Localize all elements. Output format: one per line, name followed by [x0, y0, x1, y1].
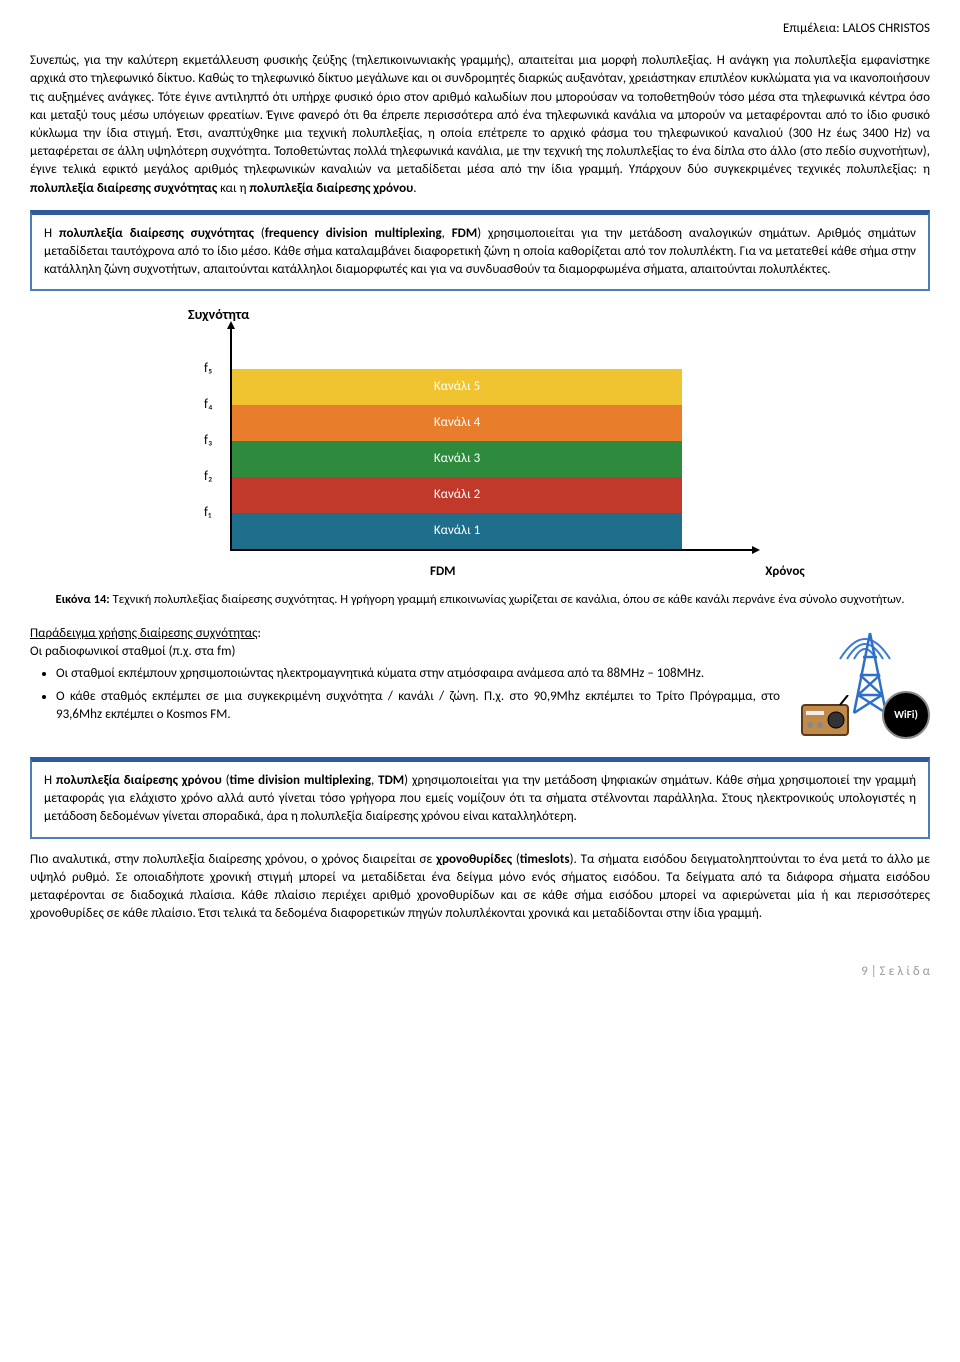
- fdm-paren: (: [254, 226, 265, 241]
- caption-lead: Εικόνα 14:: [55, 592, 112, 607]
- tdm-b3: TDM: [378, 773, 404, 788]
- header-name: LALOS CHRISTOS: [843, 21, 930, 36]
- ts-pre: Πιο αναλυτικά, στην πολυπλεξία διαίρεσης…: [30, 852, 436, 867]
- ts-b2: timeslots: [520, 852, 570, 867]
- term-fdm: πολυπλεξία διαίρεσης συχνότητας: [30, 181, 217, 196]
- wifi-label: WiFi): [894, 707, 918, 722]
- caption-text: Τεχνική πολυπλεξίας διαίρεσης συχνότητας…: [113, 592, 905, 607]
- y-arrow-icon: [227, 321, 235, 329]
- tdm-b2: time division multiplexing: [230, 773, 372, 788]
- header-prefix: Επιμέλεια:: [783, 21, 840, 36]
- fdm-b1: πολυπλεξία διαίρεσης συχνότητας: [59, 226, 254, 241]
- wifi-badge-icon: WiFi): [882, 691, 930, 739]
- paragraph-timeslots: Πιο αναλυτικά, στην πολυπλεξία διαίρεσης…: [30, 851, 930, 924]
- tdm-b1: πολυπλεξία διαίρεσης χρόνου: [56, 773, 222, 788]
- tdm-paren: (: [222, 773, 230, 788]
- page-footer: 9 | Σ ε λ ί δ α: [30, 963, 930, 981]
- example-bullets: Οι σταθμοί εκπέμπουν χρησιμοποιώντας ηλε…: [30, 665, 780, 724]
- chart-bands: Κανάλι 5Κανάλι 4Κανάλι 3Κανάλι 2Κανάλι 1: [232, 369, 682, 549]
- paragraph-intro: Συνεπώς, για την καλύτερη εκμετάλλευση φ…: [30, 52, 930, 198]
- chart-band: Κανάλι 3: [232, 441, 682, 477]
- ts-mid1: (: [512, 852, 520, 867]
- para1-text: Συνεπώς, για την καλύτερη εκμετάλλευση φ…: [30, 53, 930, 177]
- chart-ylabel: Συχνότητα: [188, 305, 249, 325]
- chart-plot-area: Κανάλι 5Κανάλι 4Κανάλι 3Κανάλι 2Κανάλι 1: [230, 329, 752, 551]
- fdm-pre: Η: [44, 226, 59, 241]
- example-title-text: Παράδειγμα χρήσης διαίρεσης συχνότητας: [30, 626, 257, 641]
- chart-xlabel-fdm: FDM: [430, 563, 456, 581]
- example-row: Παράδειγμα χρήσης διαίρεσης συχνότητας: …: [30, 625, 930, 745]
- chart-band: Κανάλι 5: [232, 369, 682, 405]
- chart-ytick: f₅: [204, 360, 212, 378]
- list-item: Ο κάθε σταθμός εκπέμπει σε μια συγκεκριμ…: [56, 688, 780, 724]
- radio-tower-illustration: WiFi): [790, 625, 930, 745]
- fdm-chart-wrap: Συχνότητα Κανάλι 5Κανάλι 4Κανάλι 3Κανάλι…: [30, 309, 930, 585]
- chart-band: Κανάλι 1: [232, 513, 682, 549]
- fdm-b3: FDM: [452, 226, 478, 241]
- fdm-b2: frequency division multiplexing: [265, 226, 442, 241]
- chart-ytick: f₄: [204, 396, 213, 414]
- page-header: Επιμέλεια: LALOS CHRISTOS: [30, 20, 930, 38]
- fdm-chart: Συχνότητα Κανάλι 5Κανάλι 4Κανάλι 3Κανάλι…: [160, 309, 800, 579]
- fdm-sep: ,: [442, 226, 452, 241]
- tower-icon: [850, 625, 890, 715]
- chart-ytick: f₁: [204, 504, 211, 522]
- chart-ytick: f₂: [204, 468, 212, 486]
- chart-band: Κανάλι 2: [232, 477, 682, 513]
- example-text: Παράδειγμα χρήσης διαίρεσης συχνότητας: …: [30, 625, 780, 734]
- figure-caption: Εικόνα 14: Τεχνική πολυπλεξίας διαίρεσης…: [30, 591, 930, 609]
- x-arrow-icon: [752, 546, 760, 554]
- callout-tdm: Η πολυπλεξία διαίρεσης χρόνου (time divi…: [30, 757, 930, 839]
- term-tdm: πολυπλεξία διαίρεσης χρόνου: [249, 181, 413, 196]
- example-intro: Οι ραδιοφωνικοί σταθμοί (π.χ. στα fm): [30, 643, 780, 661]
- example-title: Παράδειγμα χρήσης διαίρεσης συχνότητας:: [30, 625, 780, 643]
- callout-fdm: Η πολυπλεξία διαίρεσης συχνότητας (frequ…: [30, 210, 930, 292]
- para1-and: και η: [220, 181, 249, 196]
- tdm-pre: Η: [44, 773, 56, 788]
- list-item: Οι σταθμοί εκπέμπουν χρησιμοποιώντας ηλε…: [56, 665, 780, 683]
- ts-b1: χρονοθυρίδες: [436, 852, 512, 867]
- radio-icon: [800, 695, 850, 743]
- chart-xlabel-time: Χρόνος: [740, 563, 830, 581]
- chart-ytick: f₃: [204, 432, 212, 450]
- chart-band: Κανάλι 4: [232, 405, 682, 441]
